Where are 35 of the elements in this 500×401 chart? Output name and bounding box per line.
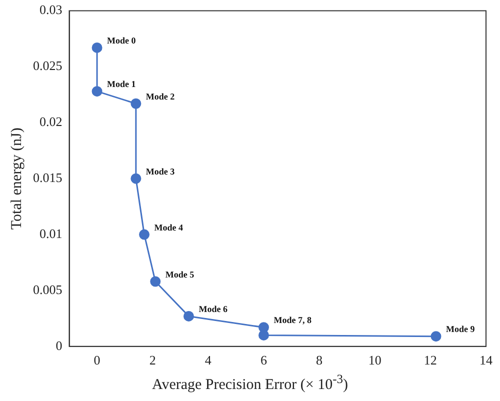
x-tick-label: 4 [204,352,212,368]
point [139,229,150,240]
annotation: Mode 0 [107,36,136,46]
annotation: Mode 6 [198,304,228,314]
point [430,331,442,342]
x-tick-label: 12 [424,352,437,368]
x-tick-label: 0 [94,352,100,368]
y-tick-label: 0.025 [33,58,62,74]
x-tick-label: 8 [316,352,323,368]
point [150,276,161,287]
point [258,330,269,340]
x-tick-label: 2 [149,352,156,368]
x-tick-label: 14 [480,352,493,368]
y-axis-title: Total energy (nJ) [8,128,25,230]
y-tick-label: 0.03 [40,2,62,18]
y-tick-label: 0.01 [40,226,62,241]
x-axis-title: Average Precision Error (× 10$^{-3}$) [150,372,350,394]
point [130,98,142,109]
y-tick-label: 0.005 [33,282,62,297]
annotation: Mode 5 [165,269,195,280]
annotation: Mode 4 [154,222,184,232]
annotation: Mode 3 [146,166,176,176]
y-tick-label: 0 [56,338,62,353]
y-tick-label: 0.02 [40,114,62,130]
y-tick-label: 0.015 [33,170,62,186]
point [92,86,102,97]
annotation: Mode 7, 8 [274,315,312,326]
point [92,42,102,53]
x-tick-label: 10 [368,352,382,368]
point [183,310,194,322]
annotation: Mode 2 [146,91,176,102]
point [130,173,142,184]
annotation: Mode 1 [107,79,136,90]
annotation: Mode 9 [446,324,476,334]
x-tick-label: 6 [260,352,268,368]
